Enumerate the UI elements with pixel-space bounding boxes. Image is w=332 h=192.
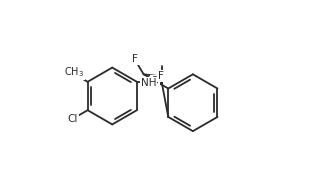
Text: F: F: [132, 54, 138, 64]
Text: Cl: Cl: [68, 114, 78, 124]
Text: NH: NH: [141, 78, 156, 88]
Text: O: O: [151, 76, 159, 86]
Text: CH$_3$: CH$_3$: [64, 65, 84, 79]
Text: F: F: [158, 71, 164, 81]
